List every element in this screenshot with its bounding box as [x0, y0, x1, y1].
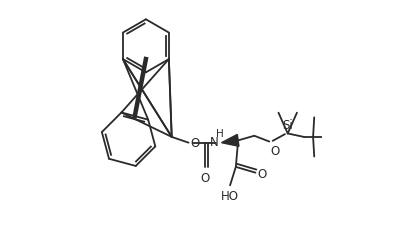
Text: HO: HO — [221, 190, 238, 203]
Text: O: O — [270, 145, 279, 158]
Text: O: O — [256, 167, 266, 180]
Text: H: H — [215, 128, 223, 138]
Polygon shape — [221, 135, 238, 147]
Text: N: N — [210, 135, 218, 148]
Text: Si: Si — [282, 118, 292, 131]
Text: O: O — [190, 137, 199, 149]
Text: O: O — [199, 172, 209, 185]
